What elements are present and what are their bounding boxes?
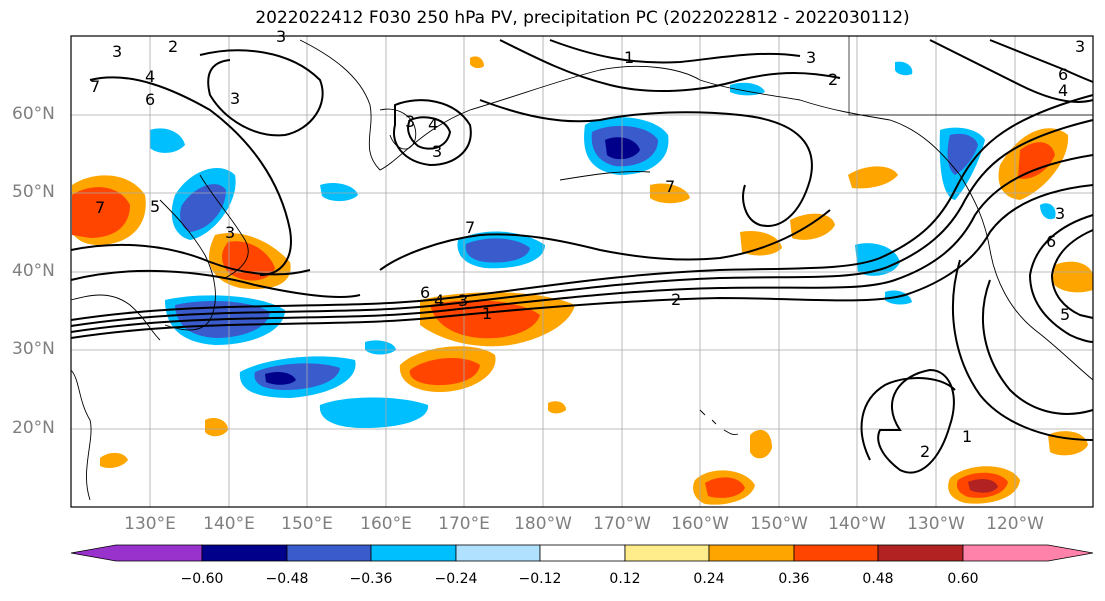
contour-label: 4 [428,115,438,134]
colorbar-tick-label: −0.60 [180,571,224,587]
contour-label: 3 [432,142,442,161]
lon-label: 150°W [750,514,808,534]
contour-label: 3 [112,42,122,61]
lat-label: 30°N [12,339,55,359]
contour-label: 2 [828,70,838,89]
contour-label: 7 [90,77,100,96]
colorbar-tick-label: −0.24 [434,571,478,587]
contour-label: 3 [806,48,816,67]
lon-label: 150°E [281,514,333,534]
lon-label: 160°E [360,514,412,534]
lon-label: 170°E [438,514,490,534]
lon-label: 140°E [203,514,255,534]
contour-label: 6 [145,90,155,109]
colorbar-segment [793,544,879,562]
contour-label: 6 [420,283,430,302]
contour-label: 7 [465,218,475,237]
chart-title: 2022022412 F030 250 hPa PV, precipitatio… [255,8,910,28]
colorbar-segment [708,544,795,562]
contour-label: 3 [230,89,240,108]
colorbar-tick-label: −0.12 [518,571,562,587]
contour-label: 4 [145,67,155,86]
colorbar-over-triangle [962,544,1094,562]
lat-label: 20°N [12,418,55,438]
pv-contours [70,39,1094,474]
contour-label: 2 [920,442,930,461]
contour-label: 1 [624,48,634,67]
contour-label: 3 [405,112,415,131]
lon-label: 160°W [671,514,729,534]
lat-label: 60°N [12,104,55,124]
contour-label: 6 [1046,232,1056,251]
colorbar-segment [539,544,626,562]
contour-label: 4 [434,291,444,310]
colorbar-under-triangle [70,544,203,562]
lon-label: 170°W [593,514,651,534]
contour-label: 5 [1060,305,1070,324]
contour-label: 2 [168,37,178,56]
colorbar-tick-label: 0.60 [947,571,979,587]
colorbar-tick-label: 0.24 [693,571,725,587]
map-frame [70,35,1094,508]
colorbar-tick-label: −0.36 [349,571,393,587]
lat-label: 50°N [12,182,55,202]
colorbar-segment [624,544,710,562]
lon-label: 130°W [907,514,965,534]
contour-label: 6 [1058,65,1068,84]
contour-label: 7 [95,198,105,217]
colorbar-tick-label: −0.48 [265,571,309,587]
contour-label: 1 [482,304,492,323]
lon-label: 130°E [124,514,176,534]
pv-contour-labels: 3 2 3 7 4 6 3 3 4 3 1 3 2 6 4 3 7 5 3 7 … [90,27,1085,461]
colorbar-segment [877,544,964,562]
lon-label: 180°W [514,514,572,534]
lon-label: 120°W [986,514,1044,534]
contour-label: 3 [225,223,235,242]
colorbar-tick-label: 0.12 [609,571,641,587]
colorbar [70,544,1094,562]
contour-label: 3 [458,291,468,310]
contour-label: 1 [962,427,972,446]
colorbar-segment [286,544,372,562]
contour-label: 2 [671,290,681,309]
contour-label: 7 [665,177,675,196]
contour-label: 3 [1075,37,1085,56]
colorbar-tick-label: 0.48 [862,571,894,587]
colorbar-tick-label: 0.36 [778,571,810,587]
contour-label: 4 [1058,81,1068,100]
colorbar-segment [370,544,457,562]
colorbar-segment [455,544,541,562]
lon-label: 140°W [828,514,886,534]
colorbar-segment [201,544,288,562]
contour-label: 5 [150,197,160,216]
contour-label: 3 [1055,204,1065,223]
lat-label: 40°N [12,261,55,281]
